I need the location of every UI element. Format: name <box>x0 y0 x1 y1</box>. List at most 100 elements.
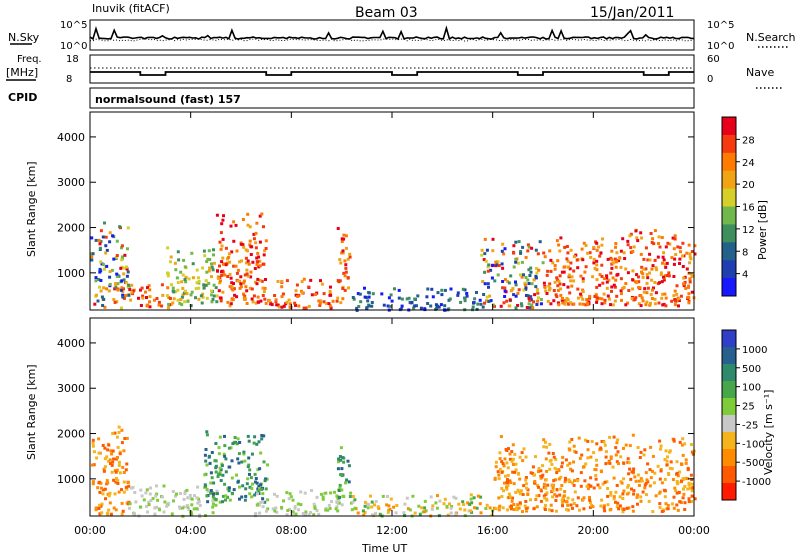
echo-cell <box>198 504 202 507</box>
echo-cell <box>381 494 385 498</box>
echo-cell <box>429 495 433 499</box>
echo-cell <box>508 495 512 499</box>
echo-cell <box>237 461 241 465</box>
echo-cell <box>688 280 692 284</box>
echo-cell <box>161 293 165 297</box>
echo-cell <box>181 286 185 290</box>
echo-cell <box>564 300 568 304</box>
echo-cell <box>231 298 235 301</box>
echo-cell <box>337 460 340 464</box>
echo-cell <box>435 304 439 308</box>
echo-cell <box>506 484 510 488</box>
echo-cell <box>548 467 552 471</box>
echo-cell <box>92 450 96 454</box>
echo-cell <box>663 495 667 499</box>
echo-cell <box>529 266 533 270</box>
echo-cell <box>327 503 331 507</box>
echo-cell <box>99 229 103 233</box>
echo-cell <box>210 275 213 279</box>
echo-cell <box>218 240 222 244</box>
echo-cell <box>673 237 677 241</box>
echo-cell <box>567 275 571 279</box>
echo-cell <box>105 511 109 515</box>
echo-cell <box>122 272 126 276</box>
echo-cell <box>338 258 342 262</box>
echo-cell <box>614 446 618 450</box>
echo-cell <box>581 297 585 301</box>
echo-cell <box>254 246 258 250</box>
echo-cell <box>365 306 369 310</box>
echo-cell <box>662 251 666 255</box>
echo-cell <box>335 494 339 498</box>
echo-cell <box>509 481 513 485</box>
echo-cell <box>443 288 447 292</box>
echo-cell <box>610 258 614 262</box>
echo-cell <box>503 278 507 282</box>
echo-cell <box>539 499 543 503</box>
echo-cell <box>349 501 353 505</box>
echo-cell <box>508 457 512 461</box>
echo-cell <box>693 497 697 501</box>
echo-cell <box>439 303 443 307</box>
echo-cell <box>324 491 328 495</box>
echo-cell <box>125 462 129 466</box>
echo-cell <box>682 276 686 280</box>
echo-cell <box>307 285 311 289</box>
echo-cell <box>199 294 203 298</box>
echo-cell <box>342 233 346 237</box>
echo-cell <box>195 507 199 511</box>
echo-cell <box>544 486 548 490</box>
echo-cell <box>527 282 531 285</box>
echo-cell <box>673 257 677 261</box>
echo-cell <box>544 503 547 507</box>
echo-cell <box>107 494 111 498</box>
echo-cell <box>344 270 348 274</box>
echo-cell <box>648 252 652 256</box>
echo-cell <box>485 295 489 299</box>
echo-cell <box>92 463 96 467</box>
echo-cell <box>370 500 374 504</box>
echo-cell <box>363 511 367 514</box>
echo-cell <box>557 288 560 292</box>
colorbar-swatch <box>722 278 736 297</box>
echo-cell <box>318 303 322 307</box>
echo-cell <box>260 437 264 441</box>
echo-cell <box>431 295 435 299</box>
echo-cell <box>668 449 672 453</box>
echo-cell <box>638 456 642 459</box>
echo-cell <box>554 293 558 297</box>
echo-cell <box>211 499 215 503</box>
echo-cell <box>369 494 372 498</box>
colorbar-tick-label: -100 <box>742 439 765 450</box>
echo-cell <box>389 497 393 501</box>
echo-cell <box>526 493 530 496</box>
echo-cell <box>627 461 631 465</box>
echo-cell <box>621 237 625 241</box>
echo-cell <box>565 500 569 504</box>
echo-cell <box>690 489 694 493</box>
echo-cell <box>443 497 447 501</box>
echo-cell <box>180 303 184 307</box>
echo-cell <box>153 298 156 302</box>
echo-cell <box>264 477 268 481</box>
colorbar-tick-label: 500 <box>742 364 761 375</box>
echo-cell <box>98 503 102 507</box>
echo-cell <box>262 290 266 294</box>
echo-cell <box>191 262 195 266</box>
echo-cell <box>185 292 189 296</box>
echo-cell <box>673 289 677 293</box>
echo-cell <box>537 467 541 471</box>
echo-cell <box>648 484 652 488</box>
echo-cell <box>197 500 201 504</box>
echo-cell <box>114 508 118 512</box>
echo-cell <box>258 264 262 268</box>
echo-cell <box>334 507 338 511</box>
echo-cell <box>605 286 609 290</box>
echo-cell <box>579 471 583 475</box>
echo-cell <box>610 266 614 270</box>
echo-cell <box>459 300 463 304</box>
echo-cell <box>250 287 254 291</box>
echo-cell <box>214 442 218 445</box>
echo-cell <box>258 511 262 515</box>
echo-cell <box>319 299 323 303</box>
